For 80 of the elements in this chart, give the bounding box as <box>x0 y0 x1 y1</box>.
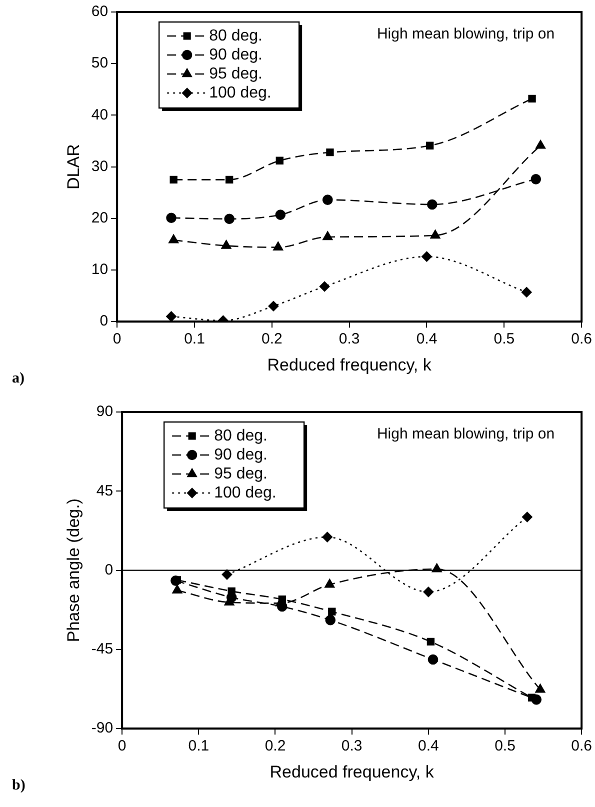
x-tick-label: 0 <box>118 738 126 755</box>
point <box>324 578 335 588</box>
y-tick-label: 20 <box>91 210 108 227</box>
point <box>522 512 532 522</box>
point <box>276 156 284 164</box>
x-axis-title: Reduced frequency, k <box>267 355 432 374</box>
x-tick-label: 0.6 <box>571 738 592 755</box>
point <box>328 608 336 616</box>
x-tick-label: 0.4 <box>418 738 439 755</box>
point <box>278 595 286 604</box>
y-tick-label: 45 <box>96 482 114 500</box>
point <box>226 176 234 184</box>
legend-label: 80 deg. <box>209 27 262 44</box>
point <box>430 230 440 239</box>
point <box>168 234 179 244</box>
x-tick-label: 0.2 <box>264 738 286 755</box>
point <box>423 586 434 598</box>
point <box>426 638 435 646</box>
point <box>528 94 536 103</box>
annotation: High mean blowing, trip on <box>376 426 555 443</box>
point <box>325 614 336 626</box>
point <box>221 240 232 249</box>
legend-label: 95 deg. <box>214 465 268 482</box>
point <box>422 251 432 262</box>
point <box>322 194 333 205</box>
point <box>275 210 286 220</box>
y-tick-label: 60 <box>91 3 108 20</box>
point <box>273 242 284 250</box>
point <box>228 587 236 596</box>
y-tick-label: 10 <box>91 261 108 278</box>
point <box>528 694 536 702</box>
point <box>319 281 330 292</box>
text: a) <box>12 370 24 386</box>
y-tick-label: 90 <box>96 403 114 420</box>
point <box>428 654 438 665</box>
legend-label: 100 deg. <box>209 84 272 102</box>
legend-label: 100 deg. <box>214 484 276 502</box>
annotation: High mean blowing, trip on <box>376 26 555 43</box>
legend-label: 80 deg. <box>214 427 268 444</box>
legend-label: 90 deg. <box>214 446 268 464</box>
x-tick-label: 0.5 <box>494 330 515 348</box>
legend-label: 95 deg. <box>209 65 262 82</box>
point <box>432 563 442 572</box>
point <box>536 140 546 149</box>
y-tick-label: -45 <box>91 640 114 658</box>
y-axis-title: Phase angle (deg.) <box>64 498 83 642</box>
x-tick-label: 0.5 <box>494 738 516 755</box>
point <box>530 174 542 184</box>
y-axis-title: DLAR <box>64 144 83 190</box>
point <box>322 532 332 542</box>
point <box>222 569 232 580</box>
y-tick-label: 40 <box>91 106 108 124</box>
point <box>173 576 182 584</box>
x-axis-title: Reduced frequency, k <box>270 762 434 782</box>
legend-label: 90 deg. <box>209 46 262 64</box>
x-tick-label: 0.3 <box>341 738 362 755</box>
point <box>166 311 176 322</box>
point <box>224 214 234 224</box>
y-tick-label: 0 <box>100 312 108 330</box>
point <box>326 148 334 156</box>
point <box>166 212 176 224</box>
point <box>426 142 434 150</box>
text: b) <box>12 777 26 794</box>
y-tick-label: 0 <box>104 561 114 578</box>
point <box>322 231 333 240</box>
x-tick-label: 0.4 <box>416 330 438 348</box>
point <box>521 287 532 298</box>
x-tick-label: 0.6 <box>571 330 592 348</box>
y-tick-label: 50 <box>91 54 108 72</box>
x-tick-label: 0.2 <box>261 330 282 348</box>
point <box>170 176 178 184</box>
point <box>172 584 182 594</box>
y-tick-label: -90 <box>91 720 114 737</box>
point <box>535 684 546 693</box>
point <box>268 300 279 312</box>
y-tick-label: 30 <box>91 158 108 175</box>
x-tick-label: 0.3 <box>338 330 360 348</box>
x-tick-label: 0.1 <box>188 738 210 755</box>
x-tick-label: 0.1 <box>184 330 205 348</box>
point <box>427 199 438 210</box>
